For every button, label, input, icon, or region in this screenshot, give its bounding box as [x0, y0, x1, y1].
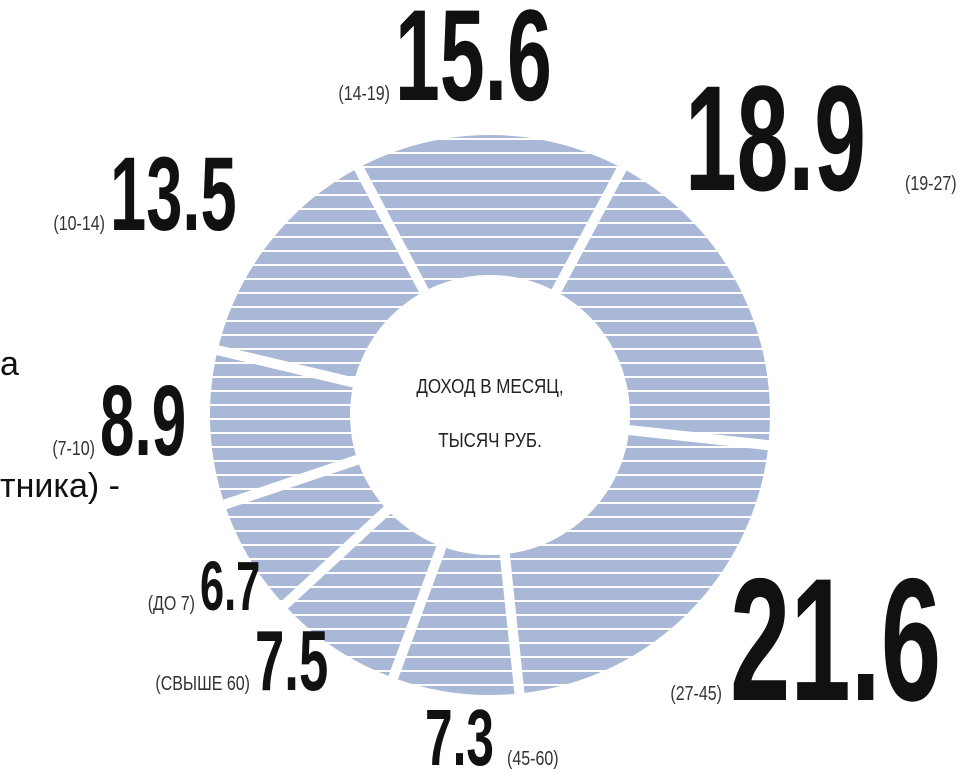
category-label: (ДО 7) [148, 592, 195, 614]
value-label: 8.9 [100, 365, 186, 477]
center-text: ДОХОД В МЕСЯЦ, [416, 375, 563, 398]
value-label: 15.6 [395, 0, 552, 128]
value-label: 6.7 [200, 547, 260, 625]
category-label: (19-27) [905, 172, 957, 194]
value-label: 13.5 [110, 135, 237, 253]
value-label: 21.6 [730, 541, 941, 737]
category-label: (45-60) [507, 747, 559, 769]
category-label: (14-19) [338, 82, 390, 104]
value-label: 18.9 [685, 55, 866, 222]
category-label: (10-14) [53, 212, 105, 234]
category-label: (СВЫШЕ 60) [155, 672, 250, 694]
background-text: а [0, 345, 19, 383]
value-label: 7.3 [425, 694, 494, 774]
value-label: 7.5 [255, 613, 328, 708]
category-label: (7-10) [52, 437, 95, 459]
center-text: ТЫСЯЧ РУБ. [438, 429, 542, 452]
category-label: (27-45) [670, 682, 722, 704]
donut-hole [350, 275, 630, 555]
background-text: тника) - [0, 467, 120, 505]
